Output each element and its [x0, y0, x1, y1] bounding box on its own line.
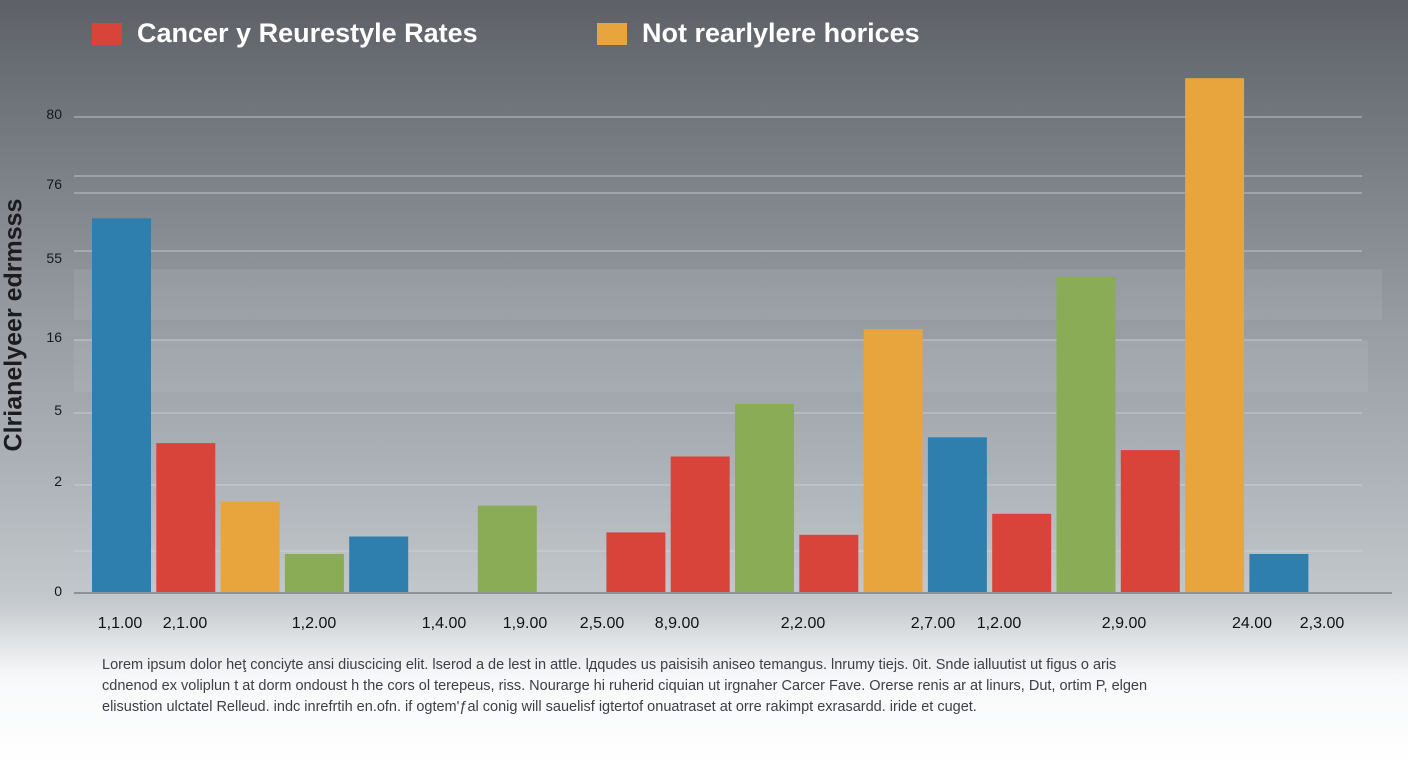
x-ticks: 1,1.00 2,1.00 1,2.00 1,4.00 1,9.00 2,5.0… [98, 615, 1345, 632]
bar-red-8[interactable] [606, 532, 666, 592]
caption-line: cdnenod ex voliplun t at dorm ondoust h … [102, 678, 1148, 694]
x-tick-label: 1,2.00 [292, 615, 337, 632]
background-band [74, 269, 1382, 320]
bar-orange-17[interactable] [1185, 78, 1245, 592]
legend-swatch-orange [597, 22, 627, 45]
legend-item-cancer-rates[interactable]: Cancer y Reurestyle Rates [92, 18, 478, 49]
x-tick-label: 1,4.00 [422, 615, 467, 632]
y-tick-label: 80 [46, 106, 62, 122]
bar-blue-4[interactable] [349, 536, 409, 593]
chart-caption: Lorem ipsum dolor heţ conciyte ansi dius… [102, 655, 1352, 718]
y-ticks: 80 76 55 16 5 2 0 [46, 106, 62, 599]
bar-red-1[interactable] [156, 443, 216, 592]
x-tick-label: 2,5.00 [580, 615, 625, 632]
x-tick-label: 2,3.00 [1300, 615, 1345, 632]
bar-blue-13[interactable] [927, 437, 987, 592]
x-tick-label: 1,2.00 [977, 615, 1022, 632]
legend-swatch-red [92, 22, 122, 45]
background-band [74, 340, 1368, 392]
y-tick-label: 2 [54, 473, 62, 489]
x-tick-label: 2,2.00 [781, 615, 826, 632]
bar-red-9[interactable] [670, 456, 730, 593]
x-tick-label: 24.00 [1232, 615, 1272, 632]
legend-item-not-rearlylere[interactable]: Not rearlylere horices [597, 18, 920, 49]
y-tick-label: 76 [46, 176, 62, 192]
bar-chart: 80 76 55 16 5 2 0 1,1.00 2,1.00 1,2.00 1… [46, 78, 1392, 632]
x-tick-label: 2,9.00 [1102, 615, 1147, 632]
y-tick-label: 16 [46, 329, 62, 345]
x-tick-label: 2,1.00 [163, 615, 208, 632]
x-tick-label: 1,9.00 [503, 615, 548, 632]
caption-line: Lorem ipsum dolor heţ conciyte ansi dius… [102, 657, 1117, 673]
y-tick-label: 0 [54, 583, 62, 599]
bar-green-15[interactable] [1056, 276, 1116, 592]
bar-green-6[interactable] [477, 505, 537, 592]
legend-label: Cancer y Reurestyle Rates [137, 18, 478, 48]
bar-blue-18[interactable] [1249, 554, 1309, 592]
bar-series [92, 78, 1309, 593]
bar-green-10[interactable] [735, 404, 794, 592]
bar-orange-12[interactable] [863, 329, 923, 592]
bar-red-16[interactable] [1120, 450, 1180, 592]
y-tick-label: 55 [46, 250, 62, 266]
bar-red-14[interactable] [992, 513, 1052, 592]
legend-label: Not rearlylere horices [642, 18, 920, 48]
x-tick-label: 2,7.00 [911, 615, 956, 632]
bar-red-11[interactable] [799, 534, 859, 592]
y-tick-label: 5 [54, 402, 62, 418]
x-tick-label: 8,9.00 [655, 615, 700, 632]
bar-blue-0[interactable] [92, 218, 151, 593]
bar-green-3[interactable] [284, 554, 344, 592]
bar-orange-2[interactable] [220, 501, 280, 593]
x-tick-label: 1,1.00 [98, 615, 143, 632]
caption-line: elisustion ulctatel Relleud. indc inrefr… [102, 699, 977, 715]
